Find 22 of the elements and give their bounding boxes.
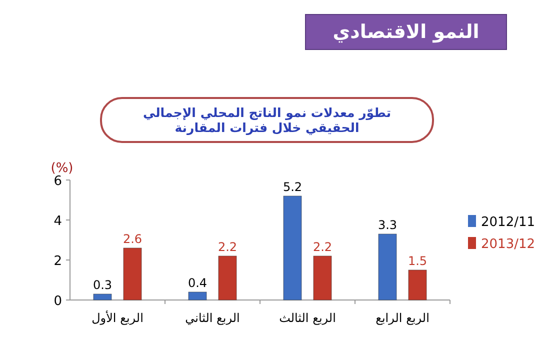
data-label: 3.3 xyxy=(378,218,398,232)
legend: 2012/11 xyxy=(481,215,536,230)
xtick: الربع الأول xyxy=(92,311,144,325)
data-label: 2.6 xyxy=(122,232,142,246)
data-label: 1.5 xyxy=(408,254,428,268)
ytick: 4 xyxy=(54,214,62,229)
title: النمو الاقتصادي xyxy=(305,14,507,50)
data-label: 2.2 xyxy=(312,240,332,254)
xtick: الربع الثاني xyxy=(185,311,240,325)
data-label: 2.2 xyxy=(218,240,238,254)
legend: 2013/12 xyxy=(481,237,536,252)
data-label: 0.4 xyxy=(188,276,208,290)
xtick: الربع الرابع xyxy=(376,311,430,325)
subtitle: تطوّر معدلات نمو الناتج المحلي الإجمالي الحقيقي خلال فترات المقارنة xyxy=(100,97,434,143)
ytick: 0 xyxy=(54,294,62,309)
chart-subtitle: تطوّر معدلات نمو الناتج المحلي الإجمالي الحقيقي خلال فترات المقارنة xyxy=(142,105,392,135)
ytick: 2 xyxy=(54,254,62,269)
data-label: 5.2 xyxy=(282,180,302,194)
xtick: الربع الثالث xyxy=(279,311,336,325)
ytick: 6 xyxy=(54,174,62,189)
ylabel: (%) xyxy=(50,161,74,176)
data-label: 0.3 xyxy=(92,278,112,292)
